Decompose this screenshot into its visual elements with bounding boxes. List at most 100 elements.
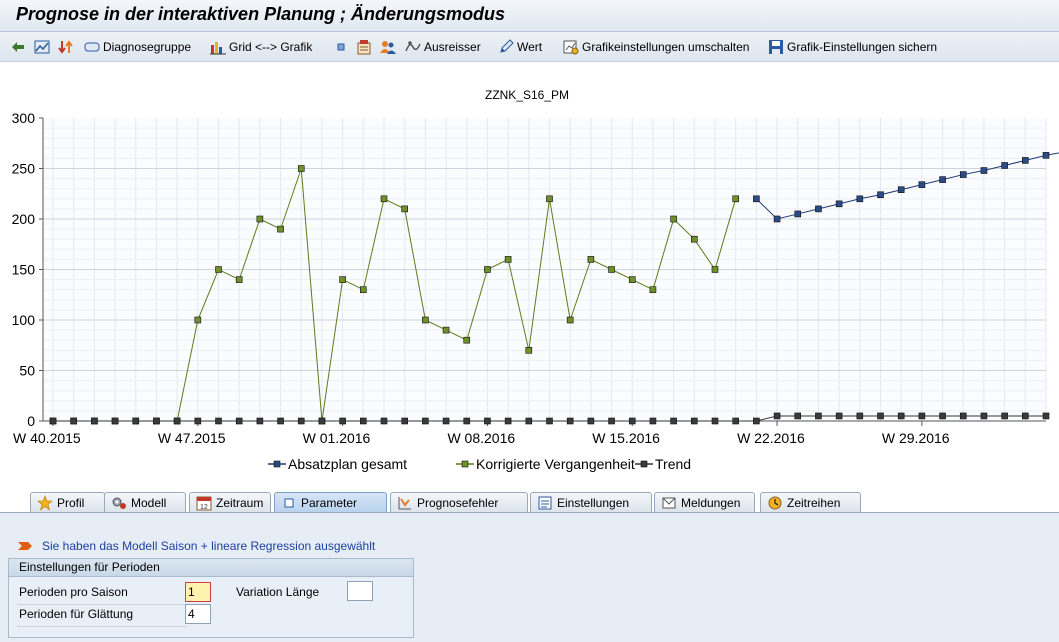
tab-meldungen[interactable]: Meldungen bbox=[654, 492, 755, 512]
tab-modell[interactable]: Modell bbox=[104, 492, 186, 512]
arrow-left-icon bbox=[10, 39, 26, 55]
tab-parameter[interactable]: Parameter bbox=[274, 492, 387, 512]
save-graphic-settings-button[interactable]: Grafik-Einstellungen sichern bbox=[768, 38, 937, 56]
data-point bbox=[256, 215, 264, 223]
data-point bbox=[939, 176, 946, 183]
data-point bbox=[297, 417, 305, 425]
data-point bbox=[463, 417, 471, 425]
calculator-icon bbox=[356, 39, 372, 55]
data-point bbox=[877, 412, 884, 420]
data-point bbox=[856, 195, 864, 203]
data-point bbox=[215, 417, 222, 425]
smoothing-periods-input[interactable] bbox=[185, 604, 211, 624]
data-point bbox=[546, 417, 553, 425]
data-point bbox=[401, 417, 408, 425]
data-point bbox=[794, 412, 802, 420]
data-point bbox=[111, 417, 119, 425]
chart-type-button[interactable] bbox=[34, 38, 50, 56]
settings-icon bbox=[537, 495, 553, 511]
data-point bbox=[691, 417, 698, 425]
tab-profil-label: Profil bbox=[57, 495, 85, 510]
periods-per-season-label: Perioden pro Saison bbox=[19, 585, 128, 599]
back-button[interactable] bbox=[10, 38, 26, 56]
data-point bbox=[1022, 412, 1029, 420]
value-button[interactable]: Wert bbox=[498, 38, 542, 56]
tab-zeitraum[interactable]: 12 Zeitraum bbox=[189, 492, 271, 512]
data-point bbox=[173, 417, 181, 425]
model-gear-icon bbox=[111, 495, 127, 511]
data-point bbox=[670, 417, 677, 425]
toggle-graphic-settings-button[interactable]: Grafikeinstellungen umschalten bbox=[563, 38, 749, 56]
data-point bbox=[587, 256, 595, 263]
tab-zeitreihen-label: Zeitreihen bbox=[787, 495, 841, 510]
data-point bbox=[608, 417, 615, 425]
model-message: Sie haben das Modell Saison + lineare Re… bbox=[18, 539, 375, 553]
data-point bbox=[194, 417, 202, 425]
legend-label: Trend bbox=[655, 456, 691, 472]
legend-marker bbox=[273, 460, 281, 468]
data-point bbox=[91, 417, 98, 425]
data-point bbox=[132, 417, 140, 425]
variation-length-label: Variation Länge bbox=[236, 585, 320, 599]
tab-parameter-label: Parameter bbox=[301, 495, 358, 510]
messages-icon bbox=[661, 495, 677, 511]
tab-prognosefehler[interactable]: Prognosefehler bbox=[390, 492, 528, 512]
diagnose-group-button[interactable]: Diagnosegruppe bbox=[84, 38, 191, 56]
graphic-settings-icon bbox=[563, 39, 579, 55]
variation-length-input[interactable] bbox=[347, 581, 373, 601]
y-tick-label: 0 bbox=[27, 413, 35, 429]
sort-arrows-icon bbox=[58, 39, 74, 55]
floppy-disk-icon bbox=[768, 39, 784, 55]
users-button[interactable] bbox=[380, 38, 396, 56]
forecast-chart-svg: ZZNK_S16_PM 0 50 100 150 200 250 300 W 40.2015 W … bbox=[12, 88, 1059, 472]
data-point bbox=[504, 417, 512, 425]
svg-text:12: 12 bbox=[200, 504, 208, 511]
periods-per-season-input[interactable] bbox=[185, 582, 211, 602]
data-point bbox=[918, 181, 926, 188]
y-tick-label: 150 bbox=[12, 262, 36, 278]
data-point bbox=[711, 266, 719, 273]
data-point bbox=[815, 205, 822, 213]
data-point bbox=[566, 316, 574, 324]
outlier-label: Ausreisser bbox=[424, 40, 481, 54]
x-tick-label: W 29.2016 bbox=[882, 430, 950, 446]
tab-meldungen-label: Meldungen bbox=[681, 495, 741, 510]
parameter-panel: Sie haben das Modell Saison + lineare Re… bbox=[0, 512, 1059, 642]
users-icon bbox=[380, 39, 396, 55]
data-point bbox=[732, 417, 739, 425]
data-point bbox=[670, 215, 677, 223]
grid-graphic-label: Grid <--> Grafik bbox=[229, 40, 313, 54]
smoothing-periods-label: Perioden für Glättung bbox=[19, 607, 134, 621]
tab-zeitreihen[interactable]: Zeitreihen bbox=[760, 492, 861, 512]
outlier-button[interactable]: Ausreisser bbox=[405, 38, 481, 56]
tab-einstellungen[interactable]: Einstellungen bbox=[530, 492, 652, 512]
grid-graphic-toggle-button[interactable]: Grid <--> Grafik bbox=[210, 38, 312, 56]
data-point bbox=[959, 412, 967, 420]
data-point bbox=[691, 235, 698, 243]
data-point bbox=[318, 417, 326, 425]
sort-button[interactable] bbox=[58, 38, 74, 56]
data-point bbox=[897, 412, 905, 420]
model-message-text: Sie haben das Modell Saison + lineare Re… bbox=[42, 539, 376, 553]
data-point bbox=[235, 417, 243, 425]
data-point bbox=[773, 215, 781, 223]
data-point bbox=[194, 316, 202, 324]
data-point bbox=[897, 186, 905, 194]
data-point bbox=[422, 417, 429, 425]
forecast-chart: ZZNK_S16_PM 0 50 100 150 200 250 300 W 40.2015 W … bbox=[0, 63, 1059, 491]
diagnosis-group-icon bbox=[84, 39, 100, 55]
data-point bbox=[649, 417, 657, 425]
x-tick-label: W 40.2015 bbox=[13, 430, 81, 446]
line-chart-icon bbox=[34, 39, 50, 55]
data-point bbox=[711, 417, 719, 425]
data-point bbox=[856, 412, 864, 420]
window-title: Prognose in der interaktiven Planung ; Ä… bbox=[16, 4, 506, 24]
tab-prognosefehler-label: Prognosefehler bbox=[417, 495, 499, 510]
calculate-button[interactable] bbox=[356, 38, 372, 56]
select-point-button[interactable] bbox=[333, 38, 349, 56]
data-point bbox=[959, 171, 967, 178]
save-graphic-settings-label: Grafik-Einstellungen sichern bbox=[787, 40, 938, 54]
tab-profil[interactable]: Profil bbox=[30, 492, 105, 512]
y-tick-label: 50 bbox=[19, 363, 35, 379]
data-point bbox=[525, 417, 533, 425]
